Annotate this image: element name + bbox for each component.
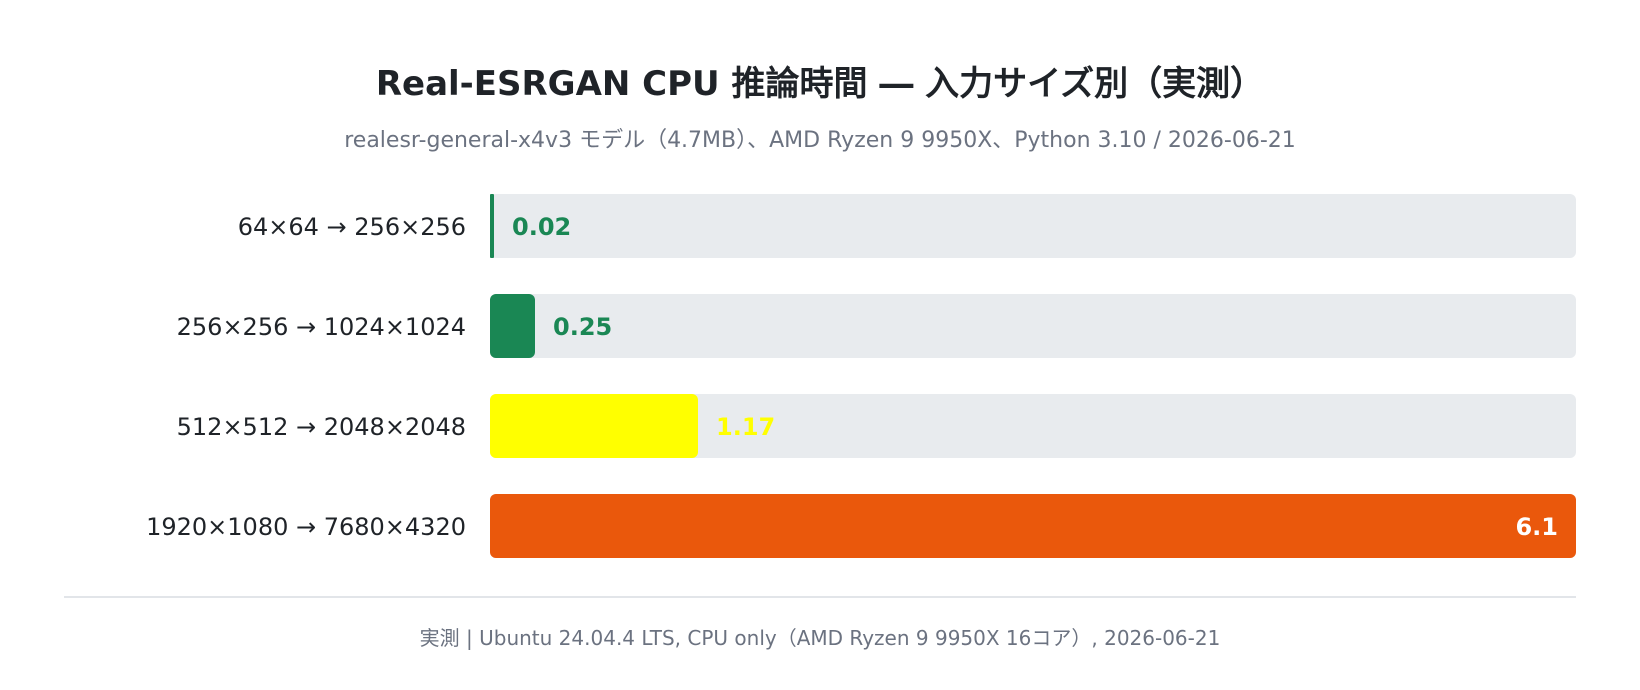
value-label: 1.17 [716,413,775,441]
category-label: 64×64 → 256×256 [238,213,466,241]
value-label: 6.1 [1515,513,1558,541]
value-label: 0.25 [553,313,612,341]
bar-track [490,294,1576,358]
value-label: 0.02 [512,213,571,241]
bar-track [490,394,1576,458]
bar [490,294,535,358]
chart-footer: 実測 | Ubuntu 24.04.4 LTS, CPU only（AMD Ry… [419,626,1221,650]
category-label: 512×512 → 2048×2048 [177,413,466,441]
chart-title: Real-ESRGAN CPU 推論時間 ― 入力サイズ別（実測） [375,64,1265,104]
bar [490,494,1576,558]
chart-subtitle: realesr-general-x4v3 モデル（4.7MB）、AMD Ryze… [344,128,1296,153]
bar [490,394,698,458]
category-label: 1920×1080 → 7680×4320 [146,513,466,541]
bar-chart: 64×64 → 256×256 0.02 256×256 → 1024×1024 0.… [146,194,1576,558]
bar-track [490,194,1576,258]
category-label: 256×256 → 1024×1024 [177,313,466,341]
bar [490,194,494,258]
footer-divider [64,596,1576,598]
